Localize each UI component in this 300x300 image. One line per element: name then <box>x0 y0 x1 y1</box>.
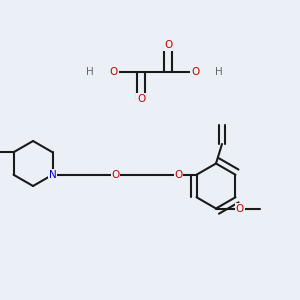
Text: O: O <box>174 170 183 180</box>
Text: O: O <box>236 203 244 214</box>
Text: O: O <box>137 94 145 104</box>
Text: H: H <box>215 67 223 77</box>
Text: O: O <box>111 170 120 180</box>
Text: H: H <box>86 67 94 77</box>
Text: O: O <box>110 67 118 77</box>
Text: O: O <box>164 40 172 50</box>
Text: O: O <box>191 67 199 77</box>
Text: N: N <box>49 170 56 180</box>
